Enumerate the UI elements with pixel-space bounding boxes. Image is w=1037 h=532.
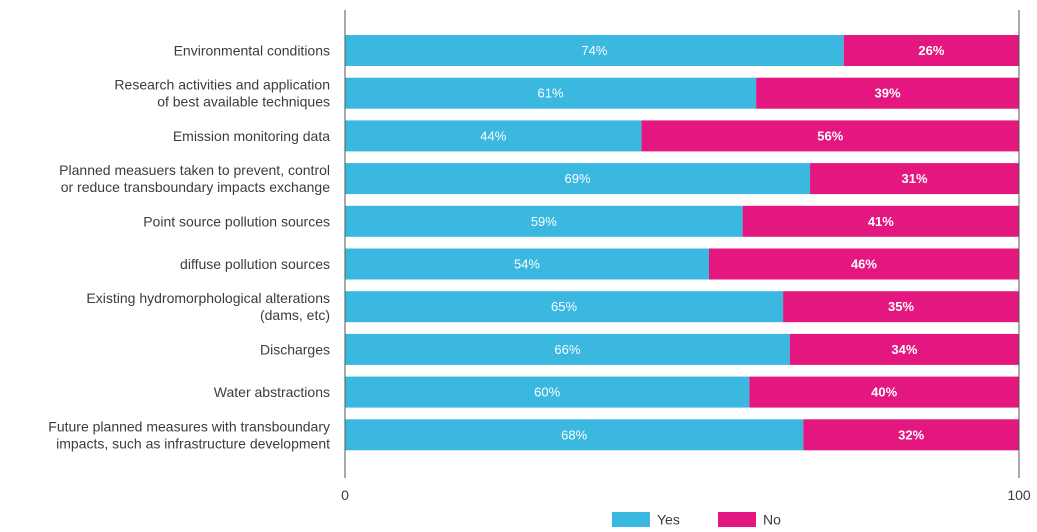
data-label-no-5: 41% xyxy=(868,214,894,229)
bar-no-7 xyxy=(783,291,1019,323)
bar-no-10 xyxy=(803,419,1019,451)
bar-no-9 xyxy=(749,376,1019,408)
data-label-no-2: 39% xyxy=(875,86,901,101)
category-label-7-line-2: (dams, etc) xyxy=(260,307,330,323)
bar-yes-4 xyxy=(345,163,811,195)
category-label-3: Emission monitoring data xyxy=(173,128,330,144)
data-label-no-1: 26% xyxy=(918,43,944,58)
bar-yes-3 xyxy=(345,120,642,152)
bar-yes-6 xyxy=(345,248,709,280)
bar-no-8 xyxy=(789,333,1019,365)
data-label-yes-10: 68% xyxy=(561,427,587,442)
category-label-4-line-1: Planned measuers taken to prevent, contr… xyxy=(59,162,330,178)
legend-swatch-yes xyxy=(612,512,650,527)
bar-yes-10 xyxy=(345,419,804,451)
bar-yes-1 xyxy=(345,35,844,66)
data-label-yes-4: 69% xyxy=(565,171,591,186)
legend: Yes No xyxy=(612,512,781,528)
bar-no-5 xyxy=(742,205,1019,237)
bars-group: 74% 26% 61% 39% 44% 56% 69% 31% 59% 41% 54% 46% 65% 3… xyxy=(345,35,1019,451)
category-label-9: Water abstractions xyxy=(214,384,330,400)
x-tick-label-0: 0 xyxy=(341,487,349,503)
bar-no-2 xyxy=(756,77,1019,109)
category-label-10-line-1: Future planned measures with transbounda… xyxy=(48,418,330,434)
data-label-yes-7: 65% xyxy=(551,299,577,314)
data-label-no-4: 31% xyxy=(902,171,928,186)
axes-group: 0 100 xyxy=(341,10,1031,503)
bar-yes-8 xyxy=(345,333,790,365)
category-labels: Environmental conditions Research activit… xyxy=(48,43,330,452)
data-label-yes-5: 59% xyxy=(531,214,557,229)
legend-label-no: No xyxy=(763,512,781,528)
category-label-8: Discharges xyxy=(260,341,330,357)
category-label-6: diffuse pollution sources xyxy=(180,256,330,272)
data-label-no-9: 40% xyxy=(871,385,897,400)
data-label-yes-3: 44% xyxy=(480,128,506,143)
data-label-yes-6: 54% xyxy=(514,257,540,272)
data-label-yes-8: 66% xyxy=(554,342,580,357)
bar-yes-2 xyxy=(345,77,757,109)
bar-no-6 xyxy=(708,248,1019,280)
data-label-no-10: 32% xyxy=(898,427,924,442)
bar-yes-7 xyxy=(345,291,784,323)
legend-swatch-no xyxy=(718,512,756,527)
bar-no-1 xyxy=(843,35,1019,66)
data-label-yes-1: 74% xyxy=(581,43,607,58)
data-label-no-3: 56% xyxy=(817,128,843,143)
category-label-4-line-2: or reduce transboundary impacts exchange xyxy=(61,179,330,195)
bar-yes-5 xyxy=(345,205,743,237)
bar-yes-9 xyxy=(345,376,750,408)
category-label-7-line-1: Existing hydromorphological alterations xyxy=(86,290,330,306)
category-label-1: Environmental conditions xyxy=(174,43,330,59)
data-label-yes-2: 61% xyxy=(538,86,564,101)
data-label-no-6: 46% xyxy=(851,257,877,272)
legend-label-yes: Yes xyxy=(657,512,680,528)
data-label-no-7: 35% xyxy=(888,299,914,314)
bar-no-3 xyxy=(641,120,1019,152)
category-label-2-line-2: of best available techniques xyxy=(157,94,330,110)
x-tick-label-100: 100 xyxy=(1007,487,1031,503)
category-label-2-line-1: Research activities and application xyxy=(114,77,330,93)
data-label-no-8: 34% xyxy=(891,342,917,357)
category-label-10-line-2: impacts, such as infrastructure developm… xyxy=(56,435,330,451)
data-label-yes-9: 60% xyxy=(534,385,560,400)
bar-no-4 xyxy=(810,163,1019,195)
category-label-5: Point source pollution sources xyxy=(143,213,330,229)
